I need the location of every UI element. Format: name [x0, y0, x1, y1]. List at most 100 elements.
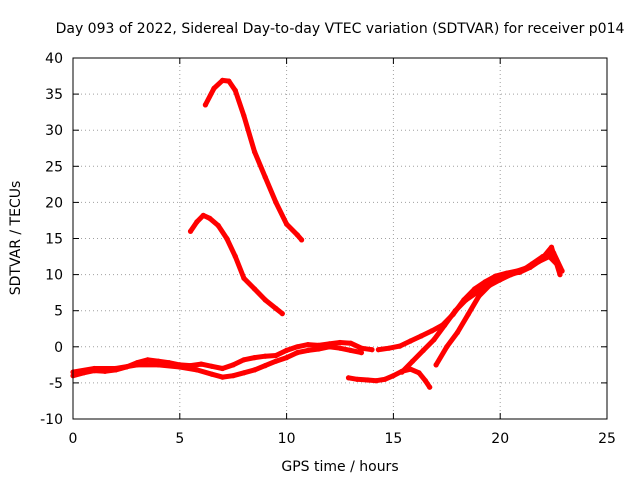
data-point [284, 347, 290, 353]
data-point [198, 361, 204, 367]
data-point [155, 362, 161, 368]
data-point [559, 268, 565, 274]
y-axis-label: SDTVAR / TECUs [8, 181, 24, 296]
grid-layer [73, 58, 607, 419]
data-point [209, 363, 215, 369]
data-point [145, 357, 151, 363]
data-point [337, 339, 343, 346]
data-point [420, 347, 426, 353]
data-point [476, 293, 482, 299]
data-point [551, 250, 557, 256]
data-point [348, 347, 354, 353]
x-tick-label: 0 [69, 431, 78, 447]
data-point [215, 222, 221, 229]
data-point [177, 364, 183, 370]
x-tick-label: 5 [175, 431, 184, 447]
series-rise-c [433, 250, 565, 368]
data-point [375, 347, 381, 353]
data-point [219, 77, 226, 83]
data-point [273, 199, 279, 205]
data-point [232, 253, 238, 260]
data-point [548, 244, 555, 250]
data-point [529, 261, 535, 267]
data-point [407, 338, 414, 344]
data-point [354, 376, 360, 382]
data-point [279, 311, 285, 317]
data-point [418, 333, 424, 339]
data-point [358, 350, 364, 356]
data-point [273, 358, 279, 364]
data-point [299, 237, 305, 243]
data-point [224, 235, 230, 242]
data-point [373, 378, 379, 384]
data-point [454, 329, 461, 335]
data-point [273, 305, 279, 312]
y-tick-label: -5 [49, 376, 63, 392]
x-tick-label: 15 [384, 431, 402, 447]
data-point [442, 322, 448, 328]
data-point [252, 286, 258, 292]
data-point [427, 384, 433, 390]
series-band-alt [70, 344, 364, 380]
data-point [416, 370, 422, 376]
data-point [465, 311, 471, 317]
data-point [397, 343, 403, 349]
data-point [252, 149, 258, 155]
data-point [262, 363, 268, 369]
data-point [497, 277, 503, 283]
data-point [365, 377, 371, 383]
data-point [337, 345, 343, 351]
data-point [194, 367, 200, 373]
data-point [211, 85, 217, 91]
y-tick-label: 5 [54, 304, 63, 320]
y-tick-label: -10 [40, 412, 63, 428]
x-axis-label: GPS time / hours [281, 459, 398, 475]
data-point [316, 346, 322, 352]
y-tick-label: 30 [45, 123, 63, 139]
data-point [452, 308, 458, 314]
y-tick-label: 25 [45, 159, 63, 175]
data-point [358, 345, 364, 351]
data-point [202, 102, 208, 108]
data-point [241, 275, 247, 281]
y-tick-label: 10 [45, 268, 63, 284]
data-point [113, 365, 119, 372]
data-point [230, 373, 236, 379]
data-point [262, 353, 268, 359]
data-point [134, 362, 140, 368]
data-point [294, 350, 300, 356]
data-point [422, 378, 428, 384]
data-point [207, 215, 213, 221]
data-point [91, 365, 97, 372]
data-point [262, 297, 268, 303]
data-point [326, 344, 332, 350]
data-point [508, 272, 514, 278]
data-point [345, 375, 352, 381]
x-tick-label: 20 [491, 431, 509, 447]
series-arc-mid [187, 212, 285, 317]
data-point [241, 113, 247, 119]
data-point [540, 253, 546, 260]
data-point [284, 221, 290, 227]
data-point [463, 297, 469, 303]
data-point [431, 337, 437, 343]
data-point [294, 344, 300, 350]
chart-title: Day 093 of 2022, Sidereal Day-to-day VTE… [56, 21, 625, 37]
data-point [433, 362, 439, 368]
data-point [187, 228, 194, 234]
series-line [70, 344, 364, 380]
data-point [305, 347, 311, 353]
data-point [219, 374, 226, 380]
data-point [252, 355, 258, 361]
data-point [241, 357, 247, 363]
data-point [273, 352, 279, 359]
data-point [219, 365, 226, 372]
data-point [305, 342, 311, 348]
data-point [486, 282, 493, 288]
y-tick-label: 35 [45, 87, 63, 103]
data-point [444, 344, 450, 350]
y-tick-label: 20 [45, 195, 63, 211]
x-tick-label: 25 [598, 431, 616, 447]
